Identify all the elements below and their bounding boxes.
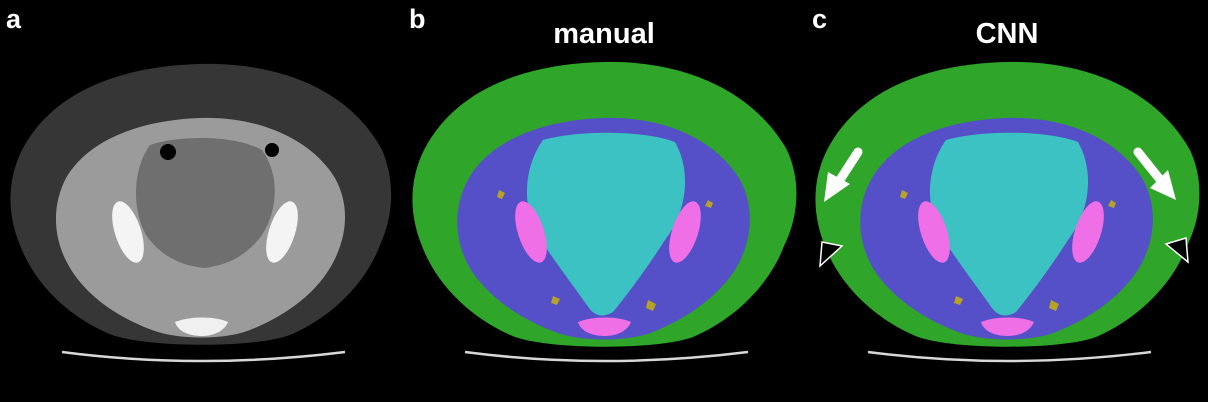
seg-table-line (464, 350, 749, 363)
ct-right-iliac-bone (266, 201, 298, 263)
white-arrow-right (1133, 147, 1176, 200)
ct-table-line (61, 350, 346, 363)
ct-image (10, 63, 392, 363)
seg-sacrum (578, 317, 631, 336)
black-arrowhead-left (819, 241, 844, 268)
ct-sacrum (175, 317, 228, 336)
black-arrowhead-right (1164, 237, 1189, 264)
seg-left-iliac-bone (515, 201, 547, 263)
seg-table-line (867, 350, 1152, 363)
ct-visceral-region (135, 138, 275, 268)
seg-visceral (929, 132, 1089, 316)
panel-title: manual (553, 18, 655, 50)
panel-b: b manual (403, 0, 805, 402)
panel-letter: b (409, 4, 426, 34)
panel-title: CNN (975, 18, 1039, 50)
seg-right-iliac-bone (1072, 201, 1104, 263)
seg-visceral (526, 132, 686, 316)
ct-air-pocket (265, 143, 279, 157)
seg-sacrum (981, 317, 1034, 336)
panel-letter: a (6, 4, 22, 34)
panel-a: a (0, 0, 402, 402)
segmentation-image (815, 61, 1200, 363)
seg-right-iliac-bone (669, 201, 701, 263)
ct-air-pocket (160, 144, 176, 160)
panel-c: c CNN (806, 0, 1208, 402)
seg-left-iliac-bone (918, 201, 950, 263)
panel-letter: c (812, 4, 828, 34)
segmentation-image (412, 61, 797, 363)
white-arrow-left (824, 147, 863, 202)
ct-left-iliac-bone (112, 201, 144, 263)
